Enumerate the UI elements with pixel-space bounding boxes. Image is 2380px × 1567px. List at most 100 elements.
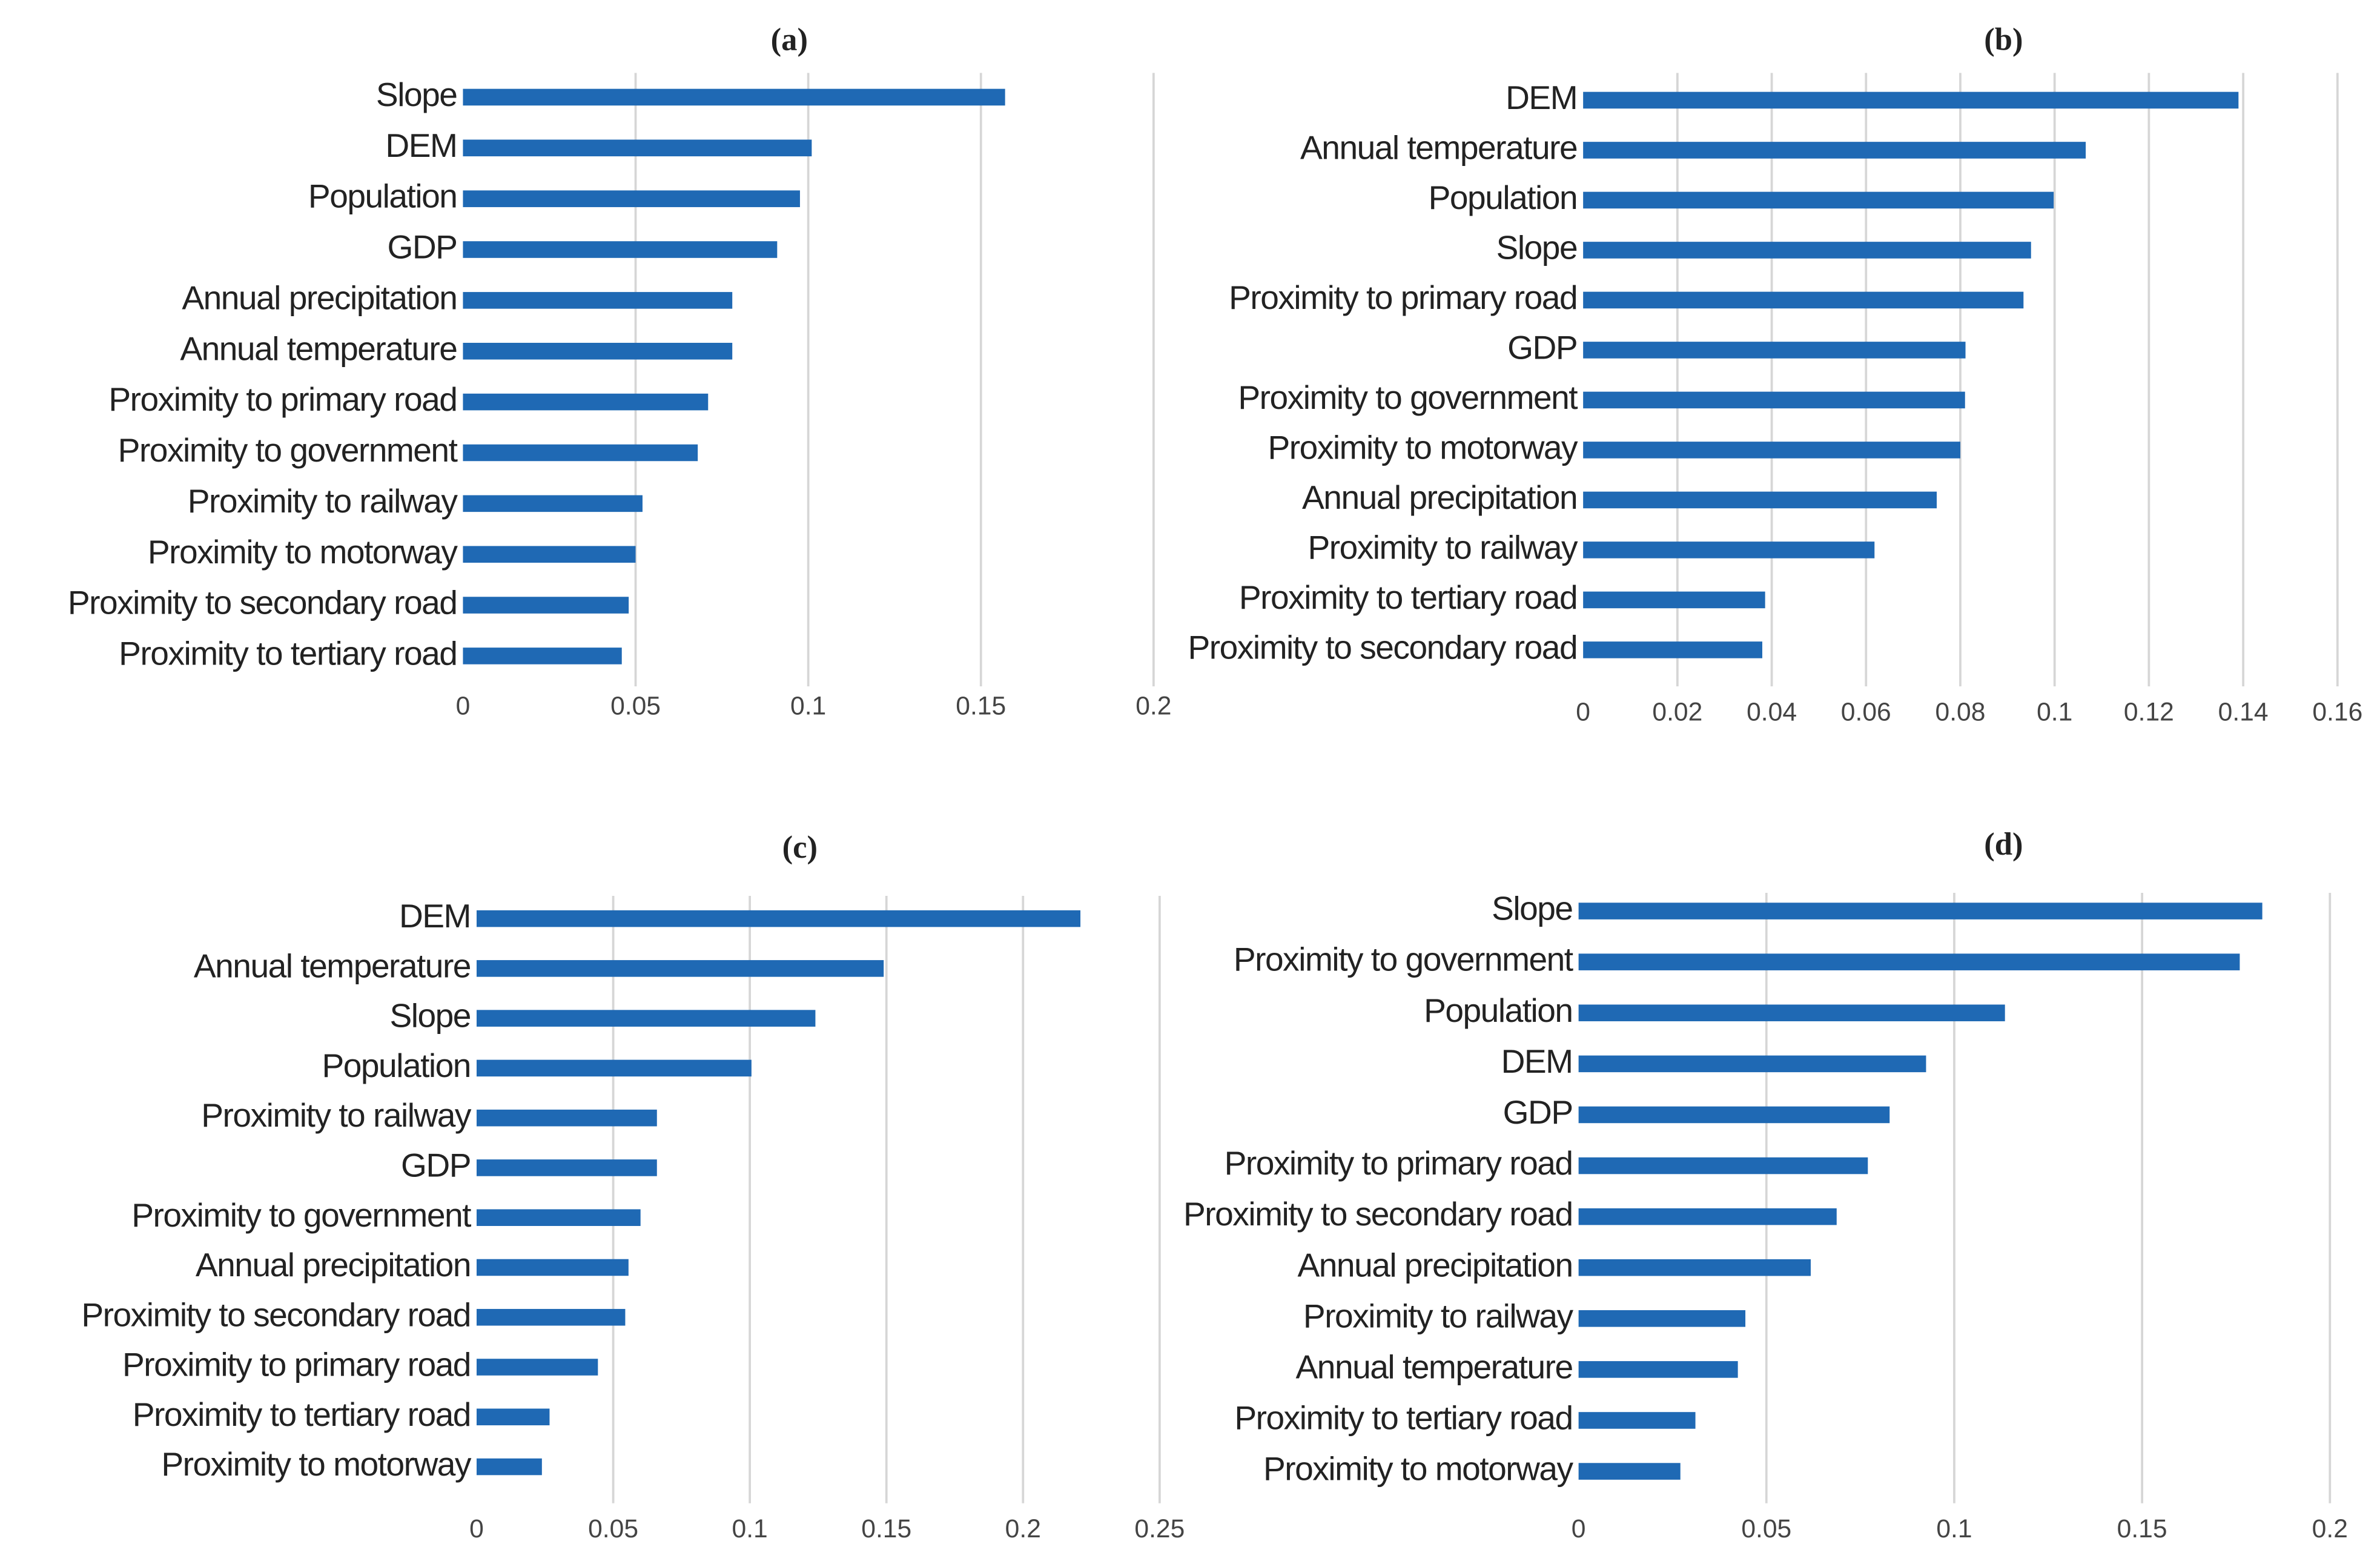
category-label: Proximity to government bbox=[1238, 379, 1578, 416]
category-label: GDP bbox=[1507, 328, 1577, 366]
bar bbox=[477, 1109, 657, 1127]
bar bbox=[1583, 191, 2054, 209]
bar bbox=[1583, 591, 1765, 609]
category-label: Proximity to tertiary road bbox=[1239, 578, 1577, 616]
category-label: DEM bbox=[1501, 1042, 1573, 1080]
bar bbox=[477, 1259, 629, 1276]
bar bbox=[477, 1458, 542, 1476]
bar bbox=[463, 546, 636, 563]
category-label: Proximity to tertiary road bbox=[133, 1396, 471, 1433]
x-tick-label: 0.2 bbox=[1135, 691, 1171, 720]
category-label: Annual precipitation bbox=[1298, 1246, 1573, 1284]
category-label: Annual temperature bbox=[1300, 129, 1577, 167]
category-label: Proximity to government bbox=[118, 431, 458, 469]
x-tick-label: 0.04 bbox=[1747, 697, 1797, 726]
category-label: Proximity to primary road bbox=[1229, 279, 1577, 316]
x-tick-label: 0.08 bbox=[1935, 697, 1986, 726]
x-tick-label: 0.06 bbox=[1841, 697, 1891, 726]
category-label: GDP bbox=[387, 228, 457, 266]
x-tick-label: 0.14 bbox=[2218, 697, 2269, 726]
chart-title: (b) bbox=[1984, 22, 2023, 57]
category-label: Annual temperature bbox=[194, 947, 471, 984]
bar bbox=[1578, 1259, 1811, 1276]
x-tick-label: 0.05 bbox=[1741, 1514, 1791, 1543]
x-tick-label: 0 bbox=[1576, 697, 1590, 726]
category-label: Annual precipitation bbox=[1302, 479, 1577, 516]
category-label: Slope bbox=[390, 997, 471, 1035]
bar bbox=[463, 292, 733, 309]
bar bbox=[477, 1359, 598, 1376]
bar bbox=[463, 495, 643, 512]
bar bbox=[477, 1159, 657, 1176]
category-label: Proximity to secondary road bbox=[68, 584, 457, 621]
bar bbox=[477, 1059, 752, 1077]
category-label: DEM bbox=[1506, 79, 1577, 116]
category-label: Proximity to tertiary road bbox=[1234, 1399, 1572, 1437]
x-tick-label: 0 bbox=[469, 1514, 484, 1543]
x-tick-label: 0.12 bbox=[2124, 697, 2174, 726]
x-tick-label: 0.16 bbox=[2312, 697, 2362, 726]
x-tick-label: 0.2 bbox=[1005, 1514, 1041, 1543]
category-label: Slope bbox=[376, 76, 457, 113]
category-label: GDP bbox=[1503, 1093, 1573, 1131]
x-tick-label: 0.15 bbox=[861, 1514, 911, 1543]
x-tick-label: 0.05 bbox=[588, 1514, 638, 1543]
category-label: Proximity to railway bbox=[201, 1096, 472, 1134]
bar bbox=[477, 1209, 641, 1226]
category-label: Slope bbox=[1496, 228, 1577, 266]
chart-title: (d) bbox=[1984, 827, 2023, 862]
bar bbox=[1583, 242, 2031, 259]
category-label: Proximity to secondary road bbox=[81, 1296, 471, 1333]
bar bbox=[1578, 1004, 2005, 1022]
bar bbox=[463, 393, 709, 411]
bar bbox=[1578, 953, 2240, 970]
bar bbox=[477, 1010, 816, 1027]
x-tick-label: 0.05 bbox=[610, 691, 661, 720]
bar bbox=[477, 960, 884, 977]
category-label: Population bbox=[1429, 179, 1577, 216]
category-label: Proximity to motorway bbox=[161, 1445, 471, 1483]
category-label: DEM bbox=[385, 127, 457, 164]
bar bbox=[1583, 391, 1965, 409]
bar bbox=[477, 910, 1081, 927]
bar bbox=[463, 88, 1005, 106]
bar bbox=[463, 342, 733, 360]
category-label: GDP bbox=[401, 1147, 471, 1184]
bar bbox=[1583, 291, 2024, 309]
category-label: Proximity to secondary road bbox=[1183, 1195, 1573, 1233]
category-label: Proximity to primary road bbox=[108, 380, 457, 418]
chart-title: (a) bbox=[771, 22, 808, 57]
bar bbox=[463, 139, 812, 157]
category-label: Proximity to primary road bbox=[122, 1346, 471, 1383]
category-label: Proximity to railway bbox=[1307, 528, 1578, 566]
bar bbox=[477, 1408, 550, 1426]
category-label: DEM bbox=[399, 897, 471, 935]
category-label: Proximity to motorway bbox=[148, 533, 458, 571]
category-label: Population bbox=[308, 177, 457, 215]
bar bbox=[1578, 1157, 1868, 1174]
bar bbox=[1578, 1055, 1926, 1073]
bar bbox=[1583, 641, 1762, 658]
x-tick-label: 0.1 bbox=[1936, 1514, 1972, 1543]
category-label: Population bbox=[322, 1047, 470, 1084]
bar bbox=[1583, 542, 1875, 558]
x-tick-label: 0.15 bbox=[2117, 1514, 2167, 1543]
bar bbox=[1578, 1310, 1746, 1327]
category-label: Slope bbox=[1492, 890, 1572, 927]
category-label: Proximity to motorway bbox=[1268, 428, 1578, 466]
category-label: Proximity to tertiary road bbox=[119, 634, 457, 672]
bar bbox=[463, 190, 800, 207]
category-label: Proximity to motorway bbox=[1263, 1450, 1573, 1488]
category-label: Proximity to primary road bbox=[1225, 1144, 1573, 1182]
bar bbox=[1583, 342, 1966, 359]
category-label: Annual temperature bbox=[180, 330, 457, 367]
x-tick-label: 0.25 bbox=[1134, 1514, 1185, 1543]
x-tick-label: 0 bbox=[1572, 1514, 1586, 1543]
bar bbox=[463, 597, 629, 614]
x-tick-label: 0.15 bbox=[956, 691, 1006, 720]
bar bbox=[1578, 1106, 1890, 1124]
bar bbox=[1578, 1208, 1837, 1225]
bar bbox=[1578, 903, 2263, 919]
